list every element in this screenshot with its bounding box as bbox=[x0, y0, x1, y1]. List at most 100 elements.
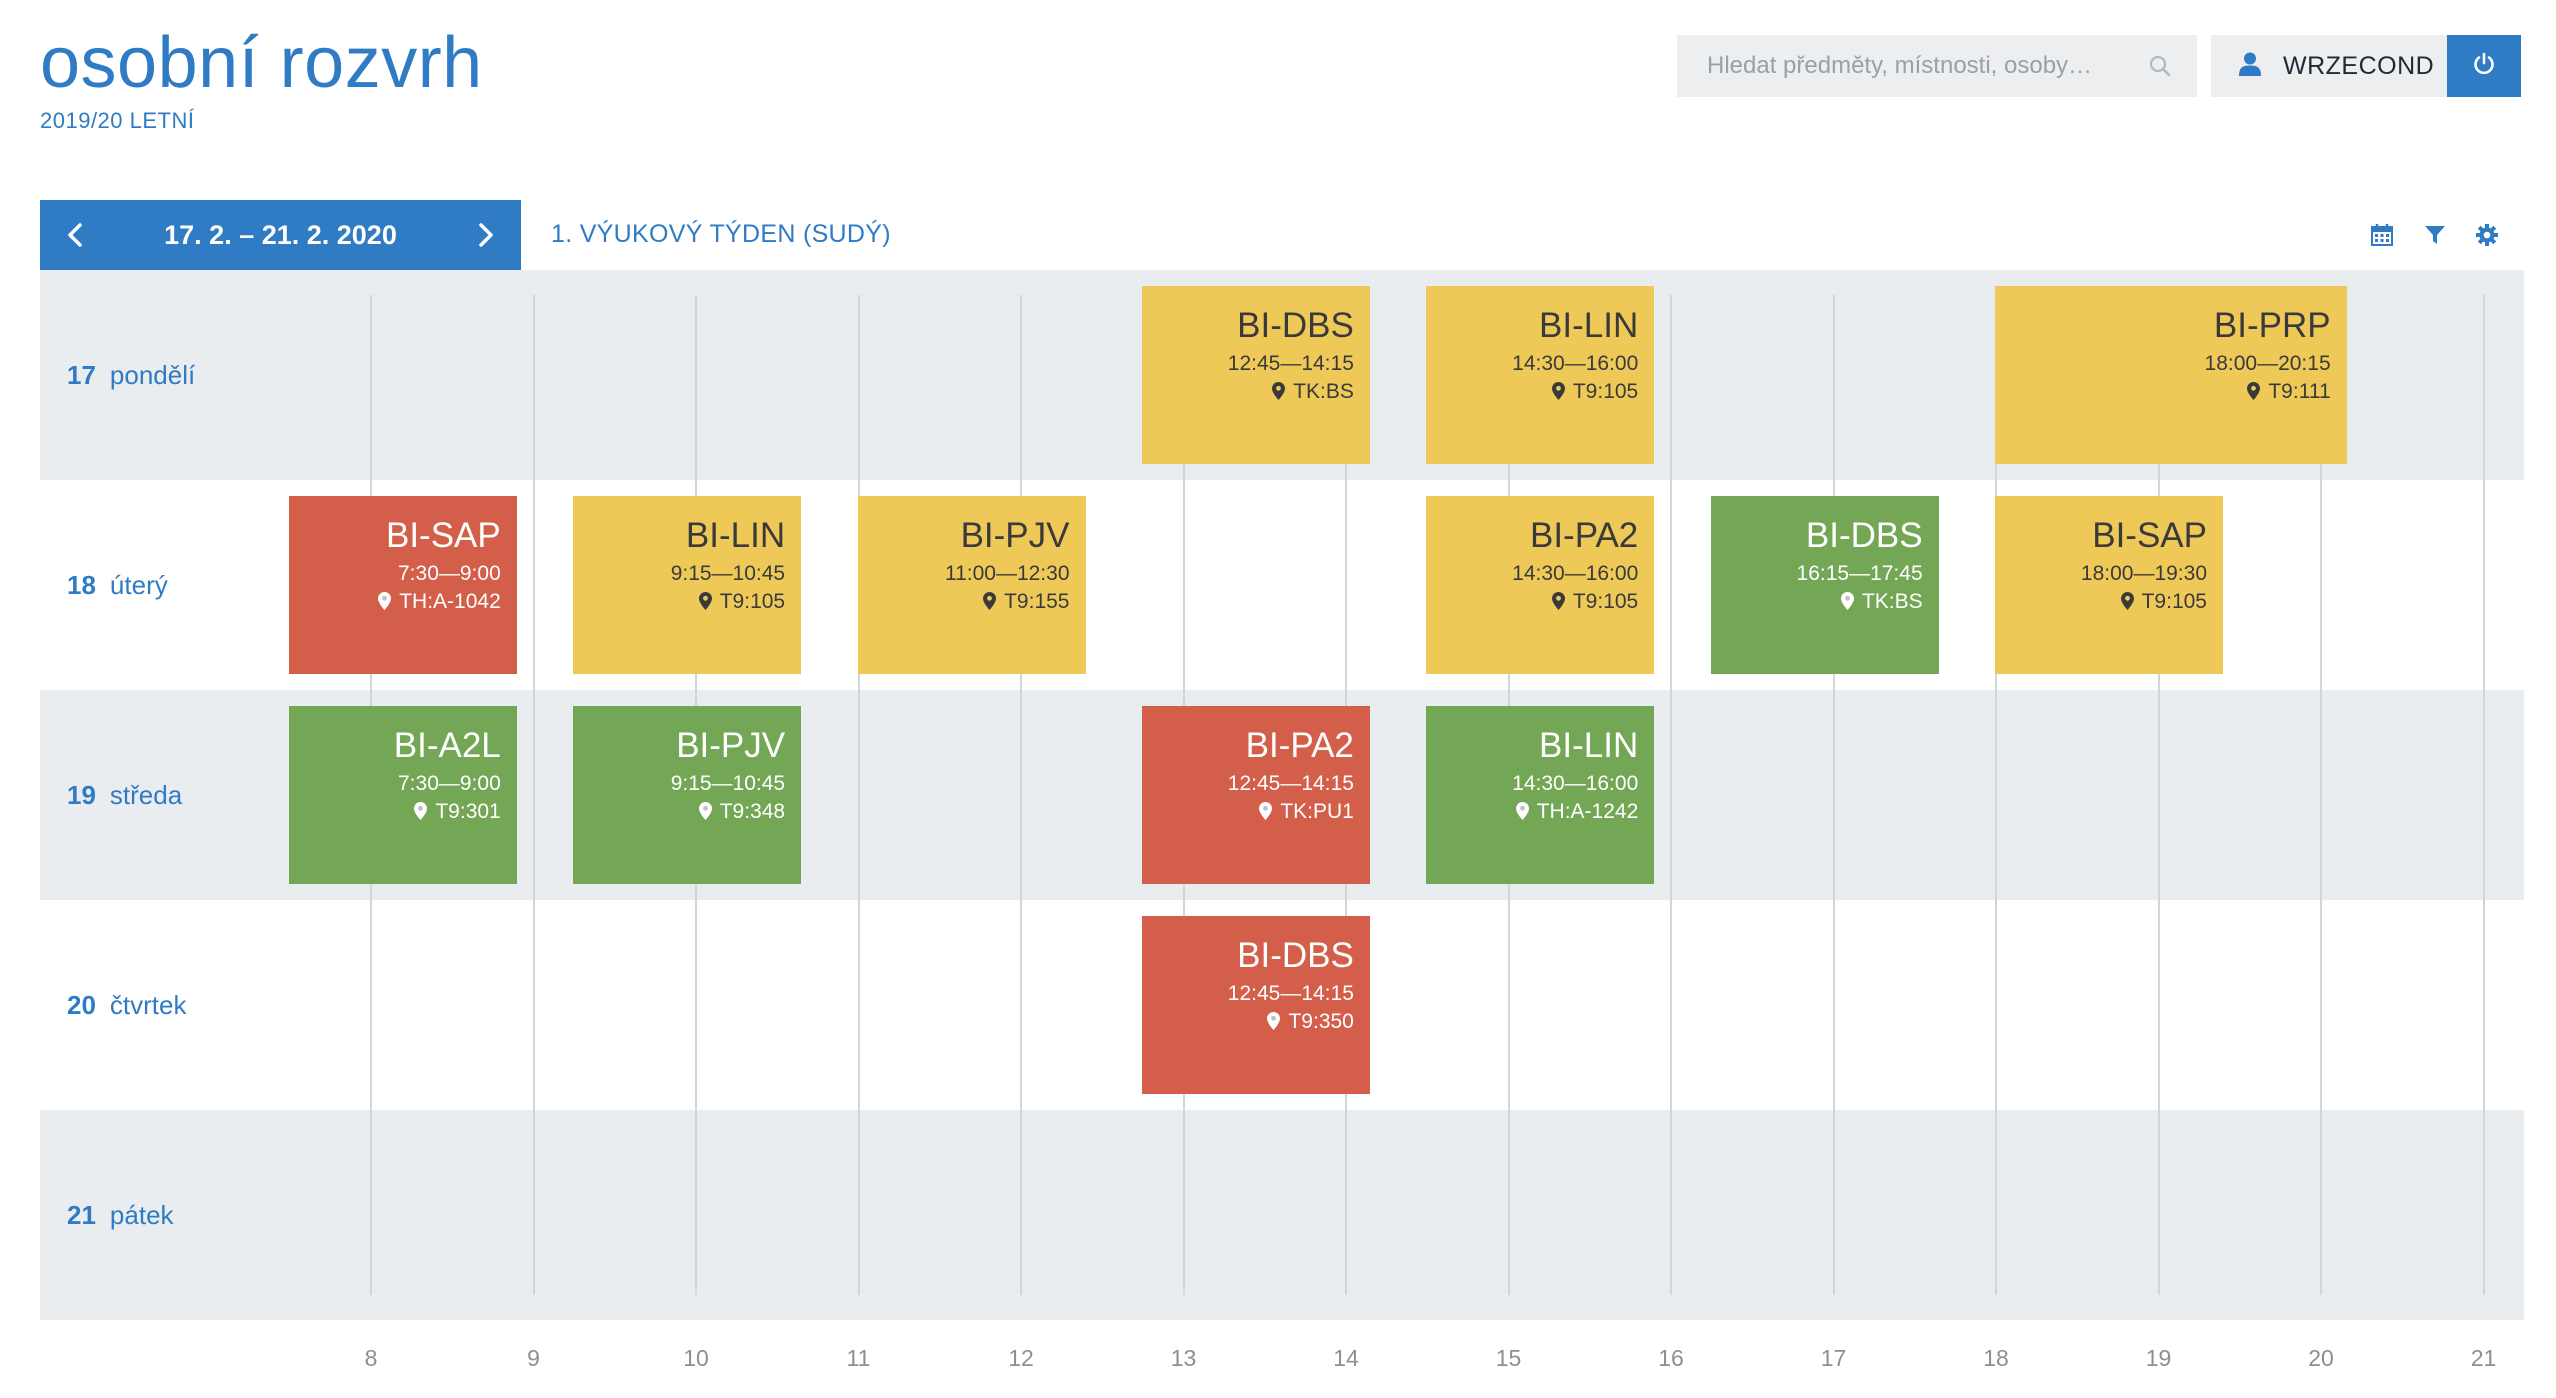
next-week-button[interactable] bbox=[451, 200, 521, 270]
location-pin-icon bbox=[2247, 380, 2268, 403]
event-room-label: T9:155 bbox=[1004, 590, 1070, 613]
hour-gridline bbox=[1995, 295, 1997, 1295]
event-time: 18:00—20:15 bbox=[2204, 352, 2331, 375]
chevron-left-icon bbox=[68, 223, 82, 247]
event-time: 14:30—16:00 bbox=[1512, 352, 1639, 375]
hour-gridline bbox=[857, 295, 860, 1295]
event-room-label: T9:348 bbox=[719, 800, 786, 823]
location-pin-icon bbox=[1551, 380, 1573, 403]
event-card[interactable]: BI-PJV 11:00—12:30 T9:155 bbox=[857, 496, 1086, 674]
hour-gridline bbox=[1020, 295, 1022, 1295]
event-card[interactable]: BI-LIN 14:30—16:00 TH:A-1242 bbox=[1426, 706, 1655, 884]
event-card[interactable]: BI-LIN 9:15—10:45 T9:105 bbox=[573, 496, 802, 674]
user-icon bbox=[2239, 52, 2261, 81]
event-room: T9:105 bbox=[1436, 378, 1638, 406]
search-input[interactable] bbox=[1705, 51, 2145, 81]
location-pin-icon bbox=[1272, 380, 1293, 403]
event-card[interactable]: BI-LIN 14:30—16:00 T9:105 bbox=[1426, 286, 1655, 464]
location-pin-icon bbox=[1840, 590, 1862, 613]
event-room: T9:350 bbox=[1152, 1008, 1354, 1036]
event-room-label: TK:BS bbox=[1861, 590, 1923, 613]
event-code: BI-DBS bbox=[1805, 516, 1923, 555]
timetable-grid: 17 pondělí 18 úterý 19 středa 20 čtvrtek 21 p… bbox=[40, 270, 2524, 1371]
event-code: BI-PRP bbox=[2213, 306, 2331, 345]
week-navigator: 17. 2. – 21. 2. 2020 bbox=[40, 200, 521, 270]
event-code: BI-PA2 bbox=[1245, 726, 1354, 765]
hour-gridline bbox=[532, 295, 535, 1295]
event-time: 7:30—9:00 bbox=[398, 772, 501, 795]
hour-gridline bbox=[1670, 295, 1672, 1295]
filter-icon[interactable] bbox=[2420, 220, 2450, 250]
event-room-label: TK:BS bbox=[1293, 380, 1354, 403]
hour-label: 9 bbox=[527, 1345, 540, 1371]
hour-gridline bbox=[2320, 295, 2322, 1295]
hour-label: 21 bbox=[2470, 1345, 2497, 1371]
event-code: BI-PJV bbox=[676, 726, 786, 765]
event-card[interactable]: BI-PA2 14:30—16:00 T9:105 bbox=[1426, 496, 1655, 674]
location-pin-icon bbox=[1267, 1010, 1288, 1033]
event-time: 9:15—10:45 bbox=[670, 562, 786, 585]
location-pin-icon bbox=[1515, 800, 1537, 823]
location-pin-icon bbox=[2120, 590, 2142, 613]
location-pin-icon bbox=[698, 590, 720, 613]
event-code: BI-LIN bbox=[1539, 726, 1639, 765]
event-time: 12:45—14:15 bbox=[1227, 982, 1354, 1005]
hour-label: 14 bbox=[1333, 1345, 1359, 1371]
event-room: TK:PU1 bbox=[1152, 798, 1354, 826]
event-room: TK:BS bbox=[1152, 378, 1354, 406]
hour-gridline bbox=[2157, 295, 2160, 1295]
location-pin-icon bbox=[414, 800, 435, 823]
day-label: 19 středa bbox=[67, 779, 183, 810]
event-room: T9:105 bbox=[583, 588, 785, 616]
event-time: 12:45—14:15 bbox=[1227, 772, 1354, 795]
event-card[interactable]: BI-DBS 16:15—17:45 TK:BS bbox=[1710, 496, 1939, 674]
event-card[interactable]: BI-A2L 7:30—9:00 T9:301 bbox=[288, 706, 517, 884]
hour-label: 15 bbox=[1495, 1345, 1522, 1371]
event-card[interactable]: BI-DBS 12:45—14:15 TK:BS bbox=[1141, 286, 1370, 464]
hour-label: 17 bbox=[1820, 1345, 1847, 1371]
event-room-label: T9:301 bbox=[435, 800, 501, 823]
hour-gridline bbox=[1832, 295, 1835, 1295]
event-room-label: T9:350 bbox=[1288, 1010, 1354, 1033]
logout-button[interactable] bbox=[2447, 35, 2521, 97]
location-pin-icon bbox=[983, 590, 1004, 613]
event-code: BI-LIN bbox=[1539, 306, 1639, 345]
event-room-label: TK:PU1 bbox=[1280, 800, 1354, 823]
event-code: BI-DBS bbox=[1237, 306, 1354, 345]
gear-icon[interactable] bbox=[2472, 220, 2502, 250]
event-room-label: TH:A-1042 bbox=[399, 590, 501, 613]
hour-label: 16 bbox=[1658, 1345, 1684, 1371]
power-icon bbox=[2472, 52, 2496, 81]
hour-label: 11 bbox=[846, 1345, 871, 1371]
hour-label: 10 bbox=[683, 1345, 709, 1371]
event-room: T9:348 bbox=[583, 798, 785, 826]
event-room-label: T9:105 bbox=[719, 590, 786, 613]
event-time: 9:15—10:45 bbox=[670, 772, 786, 795]
event-room: T9:301 bbox=[299, 798, 501, 826]
hour-label: 18 bbox=[1983, 1345, 2009, 1371]
event-card[interactable]: BI-SAP 7:30—9:00 TH:A-1042 bbox=[288, 496, 517, 674]
event-room: T9:105 bbox=[1436, 588, 1638, 616]
event-time: 7:30—9:00 bbox=[398, 562, 501, 585]
hour-gridline bbox=[2482, 295, 2485, 1295]
hour-label: 8 bbox=[364, 1345, 378, 1371]
event-room: TH:A-1042 bbox=[299, 588, 501, 616]
location-pin-icon bbox=[1259, 800, 1280, 823]
hour-label: 19 bbox=[2145, 1345, 2172, 1371]
event-card[interactable]: BI-PRP 18:00—20:15 T9:111 bbox=[1995, 286, 2347, 464]
user-button[interactable]: WRZECOND bbox=[2211, 35, 2447, 97]
search-icon[interactable] bbox=[2145, 51, 2175, 81]
event-card[interactable]: BI-PA2 12:45—14:15 TK:PU1 bbox=[1141, 706, 1370, 884]
event-card[interactable]: BI-SAP 18:00—19:30 T9:105 bbox=[1995, 496, 2223, 674]
hour-label: 20 bbox=[2308, 1345, 2334, 1371]
event-code: BI-SAP bbox=[2092, 516, 2207, 555]
event-card[interactable]: BI-DBS 12:45—14:15 T9:350 bbox=[1141, 916, 1370, 1094]
calendar-icon[interactable] bbox=[2367, 220, 2397, 250]
event-room: T9:111 bbox=[2005, 378, 2331, 406]
event-time: 11:00—12:30 bbox=[944, 562, 1070, 585]
event-card[interactable]: BI-PJV 9:15—10:45 T9:348 bbox=[573, 706, 802, 884]
previous-week-button[interactable] bbox=[40, 200, 110, 270]
search-box[interactable] bbox=[1677, 35, 2197, 97]
event-room-label: T9:105 bbox=[1572, 380, 1639, 403]
event-room-label: TH:A-1242 bbox=[1536, 800, 1639, 823]
